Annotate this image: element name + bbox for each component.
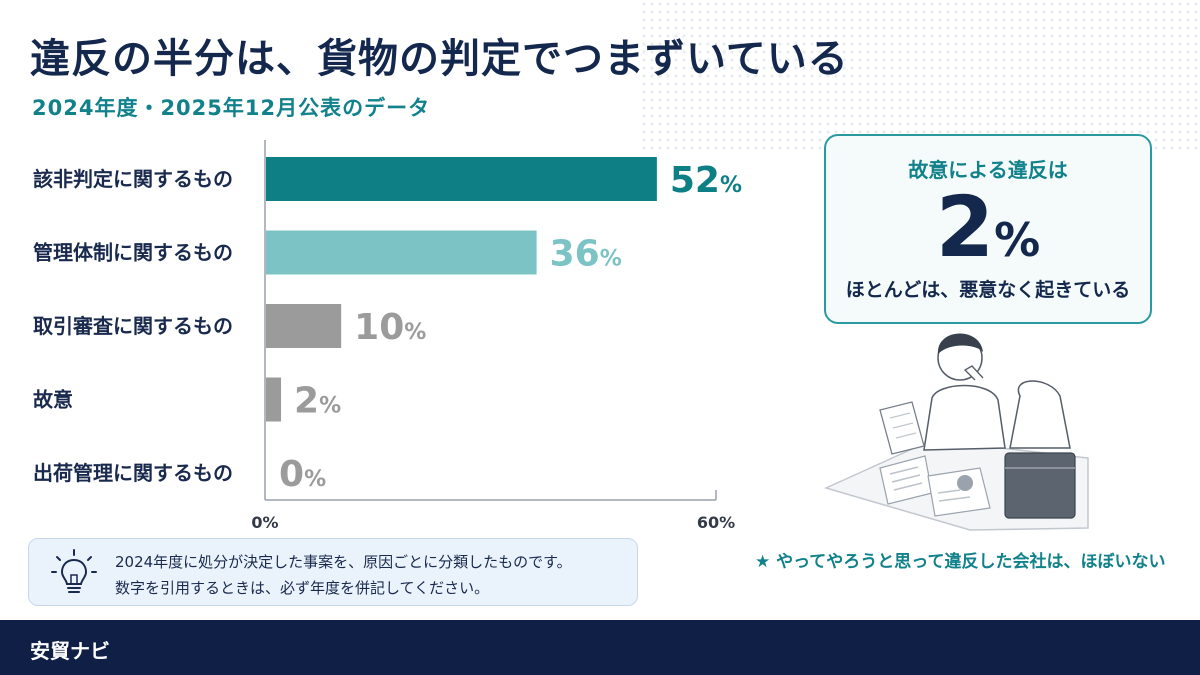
page-title: 違反の半分は、貨物の判定でつまずいている xyxy=(30,36,849,82)
category-label: 故意 xyxy=(33,388,73,412)
category-label: 該非判定に関するもの xyxy=(33,167,233,191)
callout-big-number: 2% xyxy=(826,185,1150,269)
bar xyxy=(266,230,537,275)
category-label: 管理体制に関するもの xyxy=(33,241,233,265)
data-label: 36% xyxy=(550,234,622,275)
star-note: ★ やってやろうと思って違反した会社は、ほぼいない xyxy=(755,552,1166,572)
category-label: 取引審査に関するもの xyxy=(33,314,233,338)
note-line-2: 数字を引用するときは、必ず年度を併記してください。 xyxy=(115,579,490,597)
lightbulb-icon xyxy=(51,549,97,593)
bar xyxy=(266,304,342,348)
bar xyxy=(266,377,282,422)
data-label: 0% xyxy=(279,454,326,495)
bar xyxy=(266,157,657,201)
footer-bar: 安貿ナビ xyxy=(0,620,1200,675)
x-tick-label: 60% xyxy=(697,513,735,532)
category-label: 出荷管理に関するもの xyxy=(33,461,233,485)
x-tick-label: 0% xyxy=(251,513,278,532)
intent-callout: 故意による違反は 2% ほとんどは、悪意なく起きている xyxy=(824,134,1152,324)
callout-footer: ほとんどは、悪意なく起きている xyxy=(845,279,1131,301)
note-line-1: 2024年度に処分が決定した事案を、原因ごとに分類したものです。 xyxy=(115,553,572,571)
data-label: 52% xyxy=(670,160,742,201)
callout-number: 2 xyxy=(935,178,995,276)
bar-chart: 該非判定に関するもの 52% 管理体制に関するもの 36% 取引審査に関するもの 10% 故… xyxy=(33,140,742,532)
world-map-background xyxy=(640,0,1200,150)
thinking-person-illustration xyxy=(823,333,1089,531)
brand-name: 安貿ナビ xyxy=(30,639,110,663)
callout-heading: 故意による違反は xyxy=(908,158,1068,182)
data-label: 2% xyxy=(294,381,341,422)
data-label: 10% xyxy=(354,307,426,348)
note-box: 2024年度に処分が決定した事案を、原因ごとに分類したものです。 数字を引用する… xyxy=(28,538,638,606)
page-subtitle: 2024年度・2025年12月公表のデータ xyxy=(32,96,431,120)
callout-unit: % xyxy=(994,213,1041,267)
